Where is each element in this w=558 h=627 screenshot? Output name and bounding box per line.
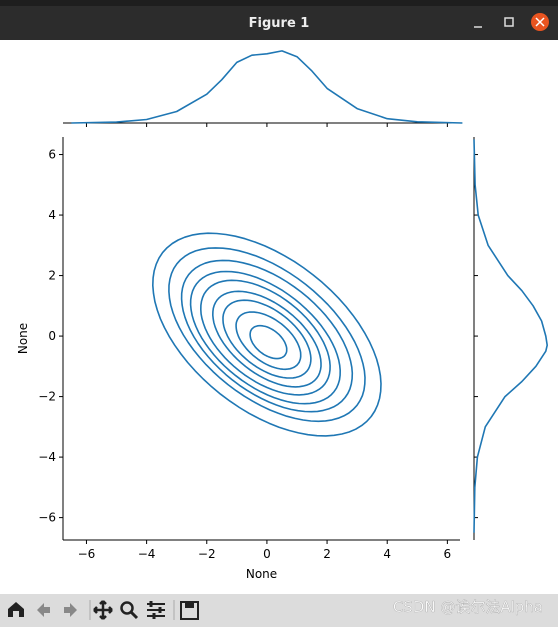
kde-contour: [222, 299, 312, 379]
x-tick-label: 4: [383, 547, 391, 561]
kde-contour: [152, 232, 382, 437]
y-tick-label: 0: [48, 329, 56, 343]
kde-contour: [168, 247, 366, 423]
x-tick-label: −4: [138, 547, 156, 561]
terminal-strip: [0, 0, 558, 8]
x-tick-label: −2: [198, 547, 216, 561]
pan-button[interactable]: [93, 600, 113, 620]
y-tick-label: 6: [48, 148, 56, 162]
kde-contour: [180, 259, 354, 413]
back-button[interactable]: [37, 603, 50, 617]
y-tick-label: 4: [48, 208, 56, 222]
plot: −6 −4 −2 0 2 4 6 −6 −4 −2 0 2 4 6 None None: [16, 50, 548, 581]
home-button[interactable]: [8, 602, 24, 617]
x-axis-label: None: [246, 567, 277, 581]
zoom-button[interactable]: [120, 601, 134, 615]
kde-contour: [212, 290, 322, 388]
watermark: CSDN @诶尔法Alpha: [393, 598, 543, 616]
x-tick-label: 0: [263, 547, 271, 561]
kde-contour: [235, 311, 302, 371]
marginal-y-density: [473, 139, 548, 533]
forward-button[interactable]: [64, 603, 77, 617]
x-tick-label: 2: [323, 547, 331, 561]
kde-contour: [249, 324, 288, 360]
kde-contour: [200, 279, 331, 396]
marginal-x-density: [71, 50, 463, 124]
x-tick-label: 6: [444, 547, 452, 561]
y-tick-label: −2: [38, 390, 56, 404]
configure-sliders: [149, 601, 162, 619]
y-axis-label: None: [16, 323, 30, 354]
title-bar: [0, 6, 558, 40]
close-icon: [535, 17, 545, 27]
toolbar: [0, 594, 558, 627]
y-tick-label: −6: [38, 511, 56, 525]
x-tick-label: −6: [78, 547, 96, 561]
zoom-handle: [129, 610, 139, 620]
maximize-button[interactable]: [504, 17, 514, 27]
y-tick-label: 2: [48, 269, 56, 283]
save-icon: [185, 602, 194, 608]
kde-contour: [189, 270, 341, 405]
window-title: Figure 1: [249, 16, 310, 31]
y-tick-label: −4: [38, 450, 56, 464]
